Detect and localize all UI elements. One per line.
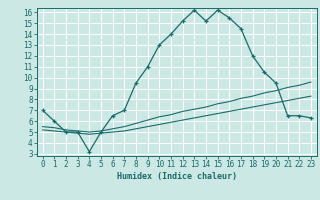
X-axis label: Humidex (Indice chaleur): Humidex (Indice chaleur)	[117, 172, 237, 181]
